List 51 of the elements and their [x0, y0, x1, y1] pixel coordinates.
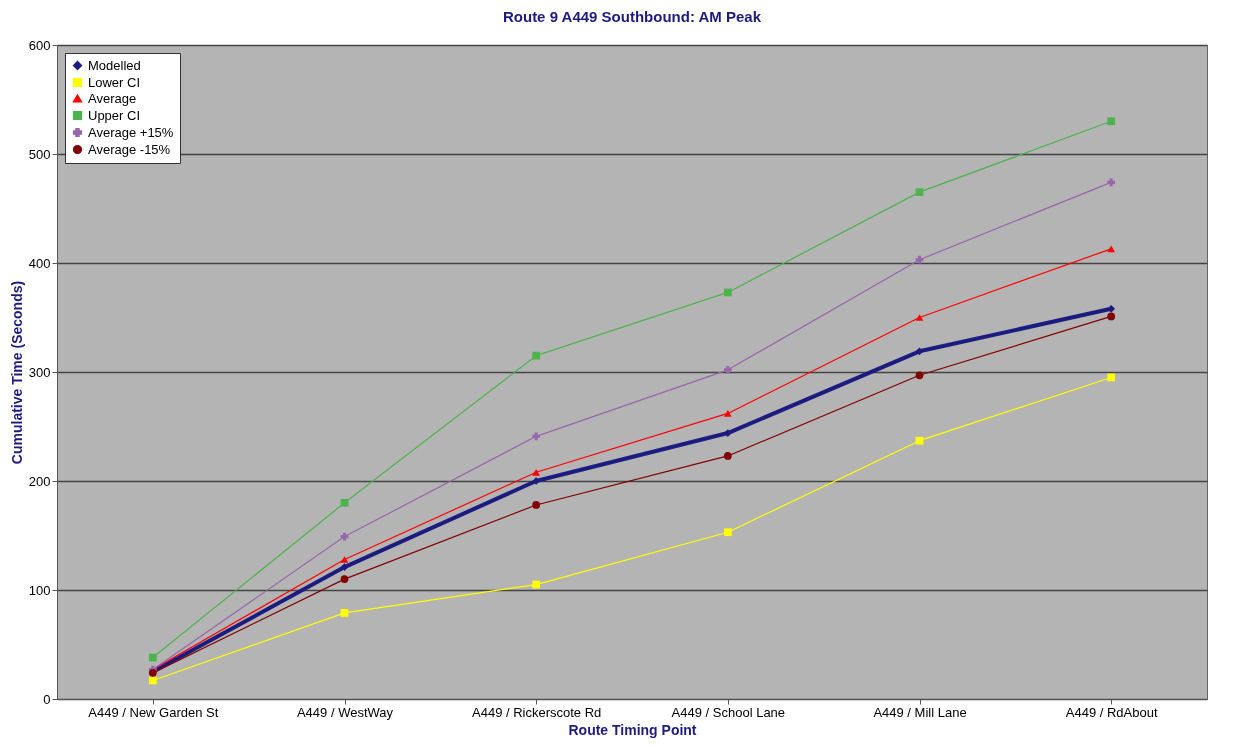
point: [915, 255, 924, 264]
point: [532, 432, 541, 441]
point: [723, 452, 732, 460]
point: [340, 609, 349, 617]
legend-label: Average +15%: [88, 124, 174, 140]
point: [532, 468, 541, 476]
x-axis-title: Route Timing Point: [568, 721, 697, 738]
point: [1107, 304, 1116, 313]
x-tick-label: A449 / New Garden St: [88, 704, 219, 720]
legend-label: Average -15%: [88, 141, 171, 157]
y-tick-label: 400: [28, 255, 51, 271]
point: [1107, 312, 1116, 321]
point: [915, 347, 924, 356]
point: [915, 371, 924, 380]
point: [340, 575, 349, 583]
point: [1107, 245, 1116, 253]
x-tick-label: A449 / School Lane: [671, 704, 786, 720]
x-tick-label: A449 / RdAbout: [1065, 704, 1158, 720]
point: [915, 436, 924, 445]
x-tick-label: A449 / Rickerscote Rd: [471, 704, 602, 720]
y-tick-label: 500: [28, 146, 51, 162]
y-tick-label: 600: [28, 37, 51, 53]
y-tick-label: 200: [28, 473, 51, 489]
point: [148, 653, 157, 662]
chart-title: Route 9 A449 Southbound: AM Peak: [502, 8, 762, 25]
y-tick-label: 300: [28, 364, 51, 380]
y-axis-title: Cumulative Time (Seconds): [8, 280, 25, 465]
point: [1107, 117, 1116, 126]
point: [723, 528, 732, 537]
legend-label: Upper CI: [88, 107, 141, 123]
point: [1107, 373, 1116, 382]
point: [915, 314, 924, 321]
legend-label: Modelled: [88, 57, 141, 73]
x-tick-label: A449 / WestWay: [296, 704, 394, 720]
point: [723, 365, 732, 374]
point: [340, 498, 349, 507]
point: [723, 410, 732, 417]
point: [532, 580, 541, 589]
x-tick-label: A449 / Mill Lane: [873, 704, 967, 720]
point: [340, 556, 349, 563]
y-tick-label: 100: [28, 582, 51, 598]
point: [340, 563, 349, 571]
point: [915, 188, 924, 197]
point: [723, 288, 732, 297]
y-tick-label: 0: [43, 691, 51, 707]
legend-label: Lower CI: [88, 74, 141, 90]
point: [148, 676, 157, 685]
point: [1107, 178, 1116, 187]
point: [532, 351, 541, 360]
legend-label: Average: [88, 90, 137, 106]
point: [532, 501, 541, 509]
